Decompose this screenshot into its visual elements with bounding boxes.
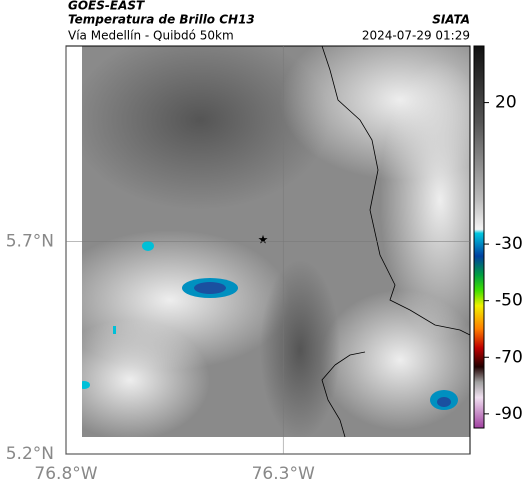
border <box>321 364 346 438</box>
border <box>321 45 471 336</box>
x-tick-label: 76.3°W <box>252 464 315 484</box>
city-marker: ★ <box>258 233 269 247</box>
colorbar-tick-label: -50 <box>495 291 523 311</box>
ticks: 76.8°W 76.3°W 5.7°N 5.2°N 20 -30 -50 -70 -90 <box>6 46 523 484</box>
y-tick-label: 5.2°N <box>6 444 54 464</box>
timestamp: 2024-07-29 01:29 <box>362 29 470 43</box>
colorbar <box>473 45 485 429</box>
colorbar-tick-label: 20 <box>495 93 517 113</box>
y-tick-label: 5.7°N <box>6 232 54 252</box>
agency: SIATA <box>432 13 470 27</box>
imagery <box>82 46 470 437</box>
border <box>334 351 366 366</box>
colorbar-tick-label: -70 <box>495 347 523 367</box>
route: Vía Medellín - Quibdó 50km <box>68 29 234 43</box>
product: Temperatura de Brillo CH13 <box>68 13 255 27</box>
colorbar-tick-label: -90 <box>495 404 523 424</box>
x-tick-label: 76.8°W <box>34 464 97 484</box>
source: GOES-EAST <box>68 0 145 13</box>
colorbar-tick-label: -30 <box>495 234 523 254</box>
